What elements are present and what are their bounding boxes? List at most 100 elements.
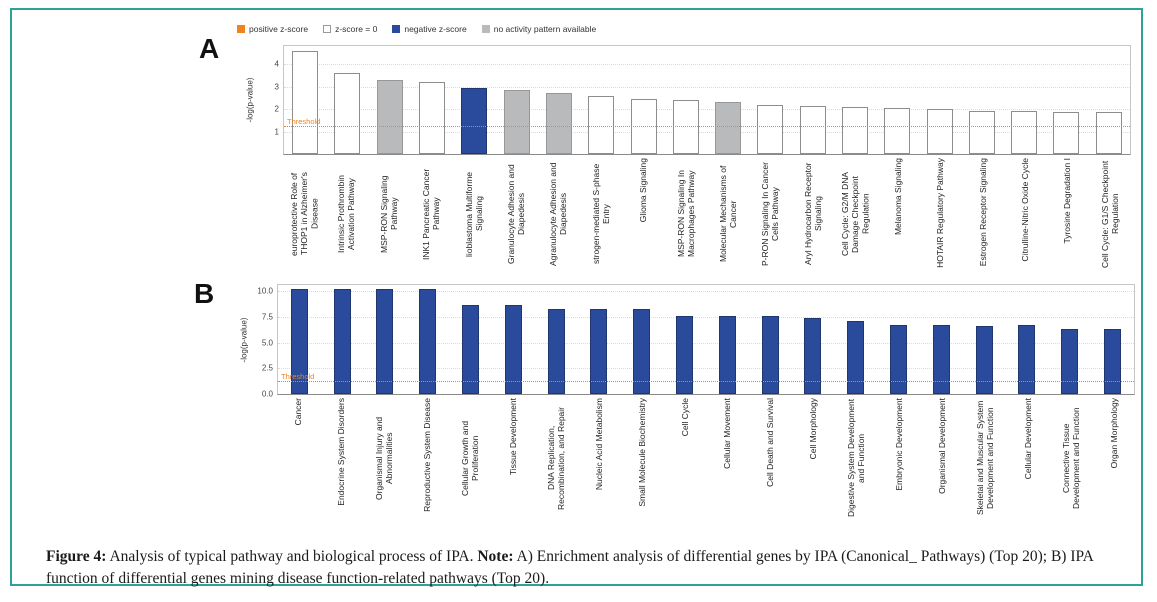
legend-item: positive z-score [237, 24, 308, 34]
category-label-slot: Cell Cycle: G1/S Checkpoint Regulation [1089, 158, 1131, 270]
threshold-label: Threshold [287, 116, 321, 126]
threshold-line [278, 380, 1134, 382]
bar [761, 315, 779, 394]
bar-slot [449, 285, 492, 394]
bar-slot [877, 285, 920, 394]
bar [676, 315, 694, 394]
bar [1104, 329, 1122, 394]
bar [1095, 112, 1122, 154]
legend-swatch-positive [237, 25, 245, 33]
category-label: Molecular Mechanisms of Cancer [718, 165, 739, 263]
bar-slot [834, 285, 877, 394]
bar-slot [706, 285, 749, 394]
bar [1053, 112, 1080, 154]
bar-slot [453, 46, 495, 154]
bar-slot [665, 46, 707, 154]
bar-slot [406, 285, 449, 394]
bar-slot [364, 285, 407, 394]
y-tick-label: 1 [274, 127, 279, 136]
bar [890, 325, 908, 394]
category-label-slot: Melanoma Signaling [877, 158, 919, 270]
bar-slot [834, 46, 876, 154]
legend-label: no activity pattern available [493, 24, 597, 34]
category-label-slot: MSP-RON Signaling Pathway [368, 158, 410, 270]
gridline [284, 63, 1130, 65]
bar-slot [918, 46, 960, 154]
bar-slot [622, 46, 664, 154]
category-label-slot: Endocrine System Disorders [320, 398, 363, 518]
category-label: Granulocyte Adhesion and Diapedesis [506, 164, 527, 264]
panel-b-category-labels: Cancer Endocrine System Disorders Organism… [277, 398, 1135, 518]
panel-a-bars [284, 46, 1130, 154]
bar-slot [1091, 285, 1134, 394]
category-label: Digestive System Development and Functio… [846, 398, 867, 518]
category-label: europrotective Role of THOP1 in Alzheime… [288, 172, 320, 256]
panel-b-bars [278, 285, 1134, 394]
bar-slot [1088, 46, 1130, 154]
category-label: Estrogen Receptor Signaling [977, 158, 988, 267]
category-label: Reproductive System Disease [422, 398, 433, 512]
caption-text-2: A) Enrichment analysis of differential g… [46, 547, 1094, 587]
bar [590, 308, 608, 394]
bar [545, 93, 572, 154]
category-label: Citrulline-Nitric Oxide Cycle [1020, 158, 1031, 262]
bar-slot [707, 46, 749, 154]
gridline [284, 86, 1130, 88]
bar-slot [578, 285, 621, 394]
category-label: Endocrine System Disorders [336, 398, 347, 506]
category-label-slot: Granulocyte Adhesion and Diapedesis [495, 158, 537, 270]
bar-slot [369, 46, 411, 154]
category-label: Nucleic Acid Metabolism [593, 398, 604, 491]
category-label-slot: Cellular Development [1006, 398, 1049, 518]
legend-item: no activity pattern available [481, 24, 597, 34]
panel-a-label: A [199, 33, 220, 64]
bar-slot [321, 285, 364, 394]
bar [1061, 329, 1079, 394]
bar [926, 109, 953, 154]
panel-a-y-axis-label: -log(p-value) [245, 77, 255, 123]
bar [884, 107, 911, 154]
category-label: strogen-mediated S-phase Entry [590, 163, 612, 265]
category-label: Cell Cycle: G1/S Checkpoint Regulation [1099, 160, 1120, 268]
bar [462, 304, 480, 394]
gridline [278, 291, 1134, 293]
bar-slot [492, 285, 535, 394]
category-label-slot: Cellular Growth and Proliferation [449, 398, 492, 518]
category-label-slot: lioblastoma Multiforme Signaling [453, 158, 495, 270]
panel-b-y-axis-label: -log(p-value) [239, 317, 249, 362]
bar-slot [663, 285, 706, 394]
bar-slot [876, 46, 918, 154]
gridline [278, 342, 1134, 344]
category-label: Cell Cycle: G2/M DNA Damage Checkpoint R… [840, 171, 871, 257]
category-label: Cell Death and Survival [765, 398, 776, 487]
y-tick-label: 2.5 [261, 363, 273, 373]
bar [292, 50, 319, 154]
category-label-slot: Agranulocyte Adhesion and Diapedesis [537, 158, 579, 270]
gridline [284, 109, 1130, 110]
panel-a-category-labels: europrotective Role of THOP1 in Alzheime… [283, 158, 1131, 270]
category-label-slot: Tyrosine Degradation I [1046, 158, 1088, 270]
bar-slot [278, 285, 321, 394]
category-label-slot: Glioma Signaling [622, 158, 664, 270]
category-label-slot: Intrinsic Prothrombin Activation Pathway [325, 158, 367, 270]
category-label-slot: Cellular Movement [706, 398, 749, 518]
y-tick-label: 5.0 [261, 338, 273, 348]
category-label: Cellular Growth and Proliferation [459, 420, 481, 496]
figure-number: Figure 4: [46, 547, 107, 565]
bar-slot [920, 285, 963, 394]
legend-label: negative z-score [404, 24, 467, 34]
bar [1011, 111, 1038, 154]
category-label: Tyrosine Degradation I [1062, 158, 1073, 244]
bar-slot [792, 285, 835, 394]
bar [461, 87, 488, 154]
bar [376, 79, 403, 154]
bar-slot [792, 46, 834, 154]
category-label-slot: Organismal Development [921, 398, 964, 518]
category-label-slot: Skeletal and Muscular System Development… [964, 398, 1007, 518]
category-label: MSP-RON Signaling Pathway [378, 175, 400, 253]
bar [376, 289, 394, 394]
bar [419, 82, 446, 154]
caption-text-1: Analysis of typical pathway and biologic… [106, 547, 478, 565]
caption-note-label: Note: [477, 547, 514, 565]
bar [633, 308, 651, 394]
